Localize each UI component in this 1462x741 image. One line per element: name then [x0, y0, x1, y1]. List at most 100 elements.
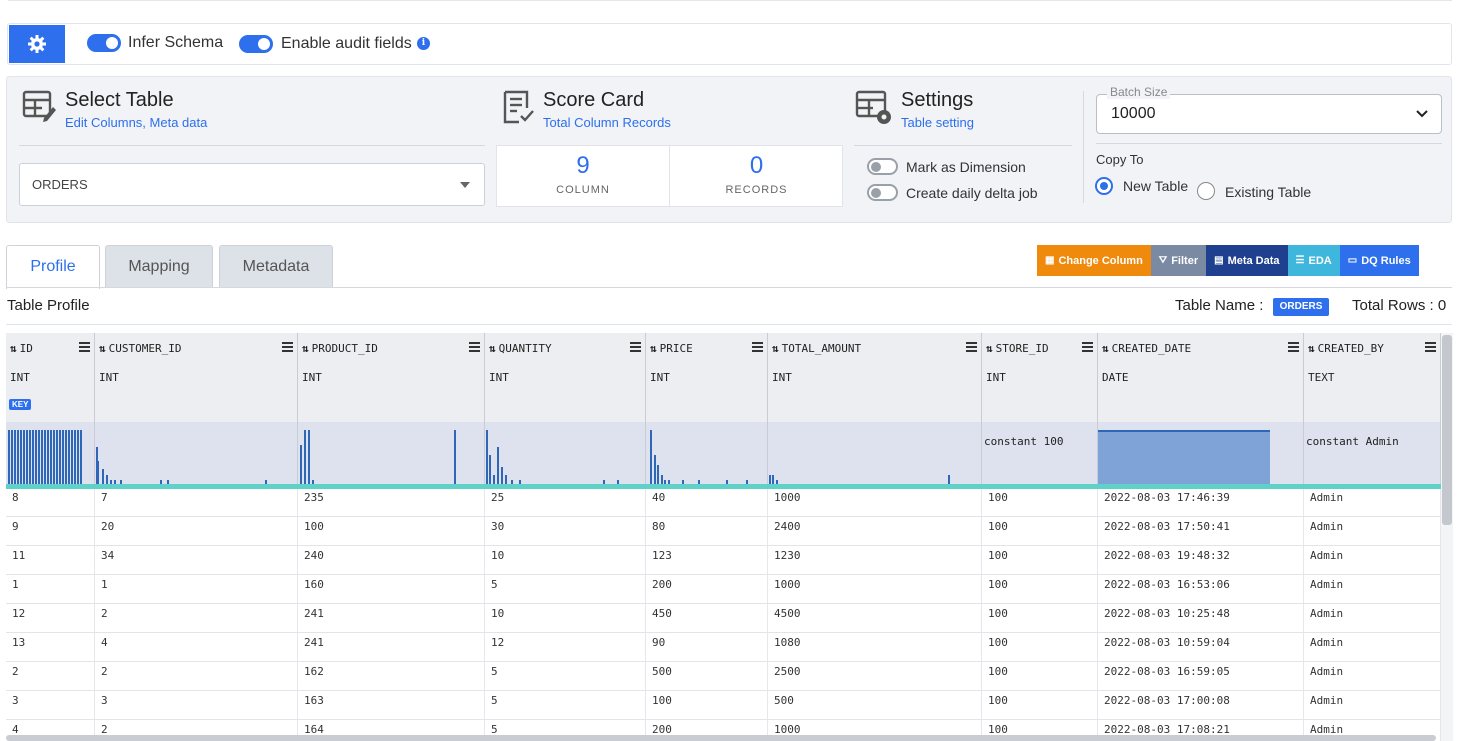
table-cell[interactable]: Admin — [1304, 546, 1441, 575]
vertical-scrollbar[interactable] — [1441, 333, 1453, 741]
sort-icon[interactable]: ⇅ — [650, 342, 657, 355]
table-cell[interactable]: 100 — [982, 604, 1098, 633]
new-table-radio[interactable] — [1095, 177, 1113, 195]
column-header[interactable]: ⇅ PRODUCT_ID INT — [298, 333, 485, 422]
table-cell[interactable]: 240 — [298, 546, 485, 575]
table-cell[interactable]: 25 — [485, 488, 646, 517]
table-cell[interactable]: 2400 — [768, 517, 982, 546]
tab-mapping[interactable]: Mapping — [105, 245, 213, 288]
table-cell[interactable]: 2022-08-03 17:46:39 — [1098, 488, 1304, 517]
table-cell[interactable]: Admin — [1304, 633, 1441, 662]
table-cell[interactable]: 2 — [95, 604, 298, 633]
table-cell[interactable]: 2 — [95, 662, 298, 691]
table-cell[interactable]: 1080 — [768, 633, 982, 662]
table-cell[interactable]: 163 — [298, 691, 485, 720]
table-cell[interactable]: 2022-08-03 16:53:06 — [1098, 575, 1304, 604]
table-cell[interactable]: 40 — [646, 488, 768, 517]
sort-icon[interactable]: ⇅ — [489, 342, 496, 355]
settings-gear-button[interactable] — [9, 25, 65, 63]
column-menu-icon[interactable] — [630, 342, 641, 354]
table-cell[interactable]: 1 — [6, 575, 95, 604]
table-cell[interactable]: 100 — [982, 691, 1098, 720]
scrollbar-thumb[interactable] — [1442, 335, 1452, 525]
table-cell[interactable]: 200 — [646, 575, 768, 604]
table-cell[interactable]: 10 — [485, 546, 646, 575]
column-header[interactable]: ⇅ TOTAL_AMOUNT INT — [768, 333, 982, 422]
table-cell[interactable]: 90 — [646, 633, 768, 662]
table-cell[interactable]: Admin — [1304, 575, 1441, 604]
table-cell[interactable]: 1230 — [768, 546, 982, 575]
table-cell[interactable]: 500 — [646, 662, 768, 691]
table-cell[interactable]: 100 — [982, 633, 1098, 662]
table-cell[interactable]: 2022-08-03 10:25:48 — [1098, 604, 1304, 633]
table-cell[interactable]: 4 — [95, 633, 298, 662]
sort-icon[interactable]: ⇅ — [302, 342, 309, 355]
info-icon[interactable]: i — [417, 37, 430, 50]
sort-icon[interactable]: ⇅ — [99, 342, 106, 355]
table-cell[interactable]: 2500 — [768, 662, 982, 691]
table-cell[interactable]: 80 — [646, 517, 768, 546]
table-cell[interactable]: 3 — [95, 691, 298, 720]
table-cell[interactable]: 20 — [95, 517, 298, 546]
horizontal-scrollbar[interactable] — [6, 735, 1436, 741]
table-cell[interactable]: 100 — [982, 575, 1098, 604]
table-cell[interactable]: 235 — [298, 488, 485, 517]
sort-icon[interactable]: ⇅ — [10, 342, 17, 355]
column-menu-icon[interactable] — [79, 342, 90, 354]
table-cell[interactable]: Admin — [1304, 488, 1441, 517]
table-cell[interactable]: 2022-08-03 17:00:08 — [1098, 691, 1304, 720]
table-cell[interactable]: 13 — [6, 633, 95, 662]
existing-table-radio[interactable] — [1197, 182, 1215, 200]
column-menu-icon[interactable] — [1288, 342, 1299, 354]
table-cell[interactable]: 11 — [6, 546, 95, 575]
table-cell[interactable]: 5 — [485, 662, 646, 691]
table-cell[interactable]: Admin — [1304, 604, 1441, 633]
column-header[interactable]: ⇅ PRICE INT — [646, 333, 768, 422]
column-header[interactable]: ⇅ CREATED_BY TEXT — [1304, 333, 1441, 422]
infer-schema-toggle[interactable] — [87, 34, 121, 52]
table-cell[interactable]: 100 — [982, 488, 1098, 517]
table-cell[interactable]: Admin — [1304, 662, 1441, 691]
column-header[interactable]: ⇅ QUANTITY INT — [485, 333, 646, 422]
table-cell[interactable]: 100 — [298, 517, 485, 546]
column-header[interactable]: ⇅ CUSTOMER_ID INT — [95, 333, 298, 422]
table-cell[interactable]: Admin — [1304, 517, 1441, 546]
table-cell[interactable]: 3 — [6, 691, 95, 720]
column-menu-icon[interactable] — [1425, 342, 1436, 354]
audit-fields-toggle[interactable] — [239, 35, 273, 53]
meta-data-button[interactable]: ▤ Meta Data — [1206, 245, 1288, 276]
table-cell[interactable]: 1000 — [768, 575, 982, 604]
column-header[interactable]: ⇅ STORE_ID INT — [982, 333, 1098, 422]
table-cell[interactable]: 100 — [982, 662, 1098, 691]
column-header[interactable]: ⇅ CREATED_DATE DATE — [1098, 333, 1304, 422]
table-cell[interactable]: 12 — [485, 633, 646, 662]
table-cell[interactable]: Admin — [1304, 691, 1441, 720]
change-column-button[interactable]: ▦ Change Column — [1037, 245, 1151, 276]
column-menu-icon[interactable] — [469, 342, 480, 354]
table-cell[interactable]: 5 — [485, 575, 646, 604]
mark-dimension-toggle[interactable] — [867, 158, 898, 175]
column-menu-icon[interactable] — [1082, 342, 1093, 354]
table-cell[interactable]: 5 — [485, 691, 646, 720]
column-menu-icon[interactable] — [282, 342, 293, 354]
dq-rules-button[interactable]: ▭ DQ Rules — [1339, 245, 1419, 276]
select-table-subtitle[interactable]: Edit Columns, Meta data — [65, 115, 208, 130]
table-cell[interactable]: 8 — [6, 488, 95, 517]
tab-profile[interactable]: Profile — [6, 245, 100, 289]
table-cell[interactable]: 2022-08-03 17:50:41 — [1098, 517, 1304, 546]
table-cell[interactable]: 9 — [6, 517, 95, 546]
table-cell[interactable]: 123 — [646, 546, 768, 575]
daily-delta-toggle[interactable] — [867, 184, 898, 201]
table-cell[interactable]: 100 — [982, 546, 1098, 575]
table-cell[interactable]: 4500 — [768, 604, 982, 633]
sort-icon[interactable]: ⇅ — [1308, 342, 1315, 355]
eda-button[interactable]: ☰ EDA — [1287, 245, 1340, 276]
table-cell[interactable]: 2022-08-03 19:48:32 — [1098, 546, 1304, 575]
table-select[interactable]: ORDERS — [19, 163, 485, 206]
table-cell[interactable]: 2022-08-03 16:59:05 — [1098, 662, 1304, 691]
table-cell[interactable]: 10 — [485, 604, 646, 633]
table-cell[interactable]: 1 — [95, 575, 298, 604]
table-cell[interactable]: 34 — [95, 546, 298, 575]
table-cell[interactable]: 241 — [298, 633, 485, 662]
table-cell[interactable]: 500 — [768, 691, 982, 720]
